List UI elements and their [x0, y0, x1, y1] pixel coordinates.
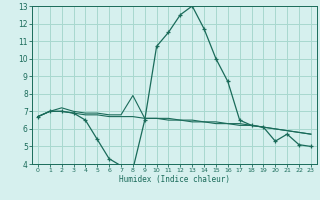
X-axis label: Humidex (Indice chaleur): Humidex (Indice chaleur) — [119, 175, 230, 184]
